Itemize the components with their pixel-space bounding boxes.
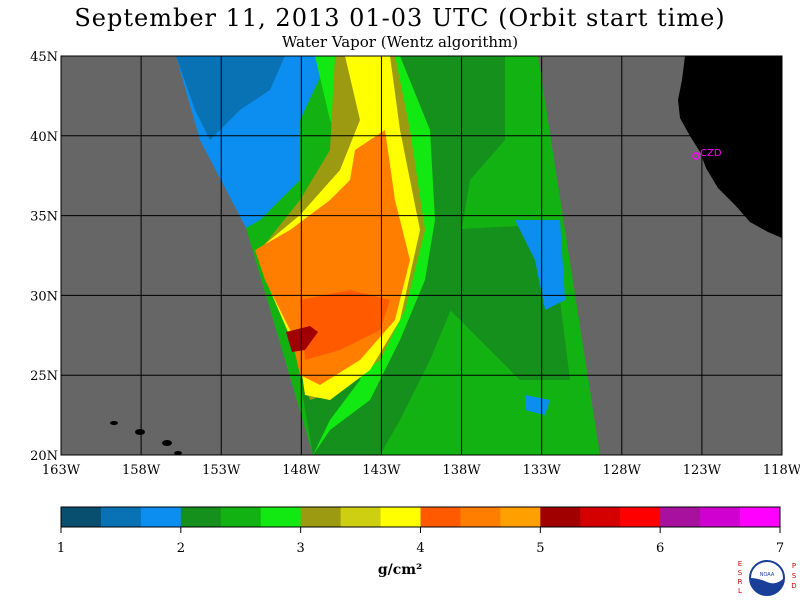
lon-tick-label: 153W	[202, 463, 241, 478]
svg-text:R: R	[738, 578, 743, 586]
colorbar-tick-label: 2	[177, 541, 185, 556]
lat-tick-label: 30N	[30, 289, 58, 304]
colorbar-swatch	[660, 507, 701, 527]
lon-tick-label: 163W	[42, 463, 81, 478]
colorbar-swatch	[220, 507, 262, 527]
lon-tick-label: 123W	[683, 463, 722, 478]
lat-tick-label: 45N	[30, 50, 58, 65]
colorbar-swatch	[740, 507, 781, 527]
lon-tick-label: 143W	[362, 463, 401, 478]
lon-tick-label: 138W	[442, 463, 481, 478]
svg-text:L: L	[738, 587, 742, 595]
swath-blue-south	[525, 395, 550, 415]
lon-tick-label: 118W	[763, 463, 800, 478]
psd-letters: PSD	[791, 562, 796, 590]
svg-text:S: S	[738, 569, 743, 577]
colorbar-swatch	[100, 507, 142, 527]
lon-tick-label: 158W	[122, 463, 161, 478]
swath-orange-red	[300, 290, 390, 360]
colorbar-labels: 1 2 3 4 5 6 7	[57, 541, 784, 556]
station-label: CZD	[700, 148, 722, 159]
lat-tick-label: 35N	[30, 210, 58, 225]
lon-tick-label: 128W	[603, 463, 642, 478]
colorbar-swatch	[700, 507, 741, 527]
colorbar	[60, 506, 781, 533]
colorbar-tick-label: 1	[57, 541, 65, 556]
land-mass-california	[678, 56, 782, 238]
colorbar-tick-label: 3	[297, 541, 305, 556]
lon-tick-label: 133W	[523, 463, 562, 478]
svg-text:P: P	[792, 562, 796, 570]
svg-text:NOAA: NOAA	[760, 572, 775, 578]
colorbar-swatch	[180, 507, 222, 527]
colorbar-swatch	[140, 507, 182, 527]
lat-tick-label: 40N	[30, 130, 58, 145]
map-frame	[60, 55, 783, 456]
colorbar-units: g/cm²	[377, 562, 423, 578]
swath-dark-red	[286, 326, 318, 352]
map-subtitle: Water Vapor (Wentz algorithm)	[281, 33, 519, 51]
colorbar-swatch	[380, 507, 421, 527]
station-marker	[692, 152, 700, 160]
swath-medium-blue	[176, 56, 285, 140]
colorbar-swatch	[460, 507, 501, 527]
hawaii-islands	[110, 421, 182, 455]
colorbar-swatch	[340, 507, 382, 527]
colorbar-tick-label: 4	[416, 541, 424, 556]
colorbar-swatch	[420, 507, 461, 527]
colorbar-swatch	[300, 507, 342, 527]
lat-tick-label: 20N	[30, 449, 58, 464]
colorbar-tick-label: 7	[776, 541, 784, 556]
longitude-labels: 163W 158W 153W 148W 143W 138W 133W 128W 123W 118W	[42, 463, 800, 478]
colorbar-swatch	[61, 507, 102, 527]
colorbar-swatch	[620, 507, 661, 527]
map-title: September 11, 2013 01-03 UTC (Orbit star…	[74, 4, 726, 32]
colorbar-tick-label: 6	[656, 541, 664, 556]
swath-blue-east	[515, 220, 565, 310]
svg-text:E: E	[738, 560, 742, 568]
lon-tick-label: 148W	[282, 463, 321, 478]
svg-text:S: S	[792, 572, 797, 580]
lat-tick-label: 25N	[30, 369, 58, 384]
colorbar-swatch	[580, 507, 621, 527]
latitude-labels: 45N 40N 35N 30N 25N 20N	[30, 50, 58, 464]
colorbar-tick-label: 5	[536, 541, 544, 556]
colorbar-swatch	[500, 507, 541, 527]
colorbar-swatch	[260, 507, 302, 527]
colorbar-swatch	[540, 507, 581, 527]
svg-text:D: D	[791, 582, 796, 590]
